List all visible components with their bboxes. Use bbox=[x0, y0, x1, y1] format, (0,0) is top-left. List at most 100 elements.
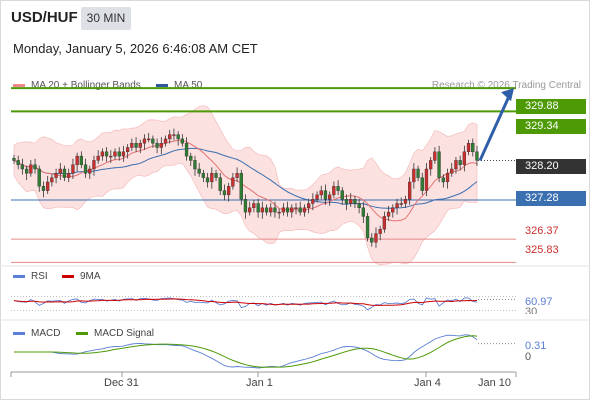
candle bbox=[290, 207, 294, 213]
macd-legend: MACD bbox=[13, 328, 60, 339]
candle bbox=[75, 155, 79, 165]
candle bbox=[315, 194, 319, 200]
candle bbox=[62, 168, 67, 178]
candle bbox=[218, 177, 222, 191]
candle bbox=[54, 173, 58, 178]
candle bbox=[273, 207, 277, 213]
candle bbox=[189, 155, 193, 161]
candle bbox=[403, 198, 408, 204]
candle bbox=[365, 216, 370, 239]
candle bbox=[20, 164, 24, 170]
x-tick-dec31: Dec 31 bbox=[104, 377, 139, 389]
candle bbox=[197, 168, 201, 174]
candle bbox=[231, 177, 235, 187]
candle bbox=[450, 168, 454, 174]
rsi-ma-line bbox=[13, 298, 478, 306]
candle bbox=[416, 168, 420, 178]
candle bbox=[374, 233, 378, 243]
candle bbox=[239, 173, 243, 200]
candle bbox=[214, 173, 218, 178]
candle bbox=[370, 237, 374, 243]
macd-signal-line bbox=[14, 335, 478, 368]
candle bbox=[475, 151, 479, 161]
candle bbox=[184, 142, 189, 157]
candle bbox=[412, 168, 416, 183]
candle bbox=[222, 190, 227, 196]
candle bbox=[243, 198, 248, 213]
candle bbox=[382, 216, 386, 230]
candle bbox=[163, 138, 168, 144]
legend-ma50: MA 50 bbox=[156, 80, 202, 91]
rsi-cut-label: 30 bbox=[525, 306, 538, 314]
candle bbox=[395, 203, 399, 209]
forecast-arrowhead bbox=[501, 88, 514, 102]
credit-text: Research © 2026 Trading Central bbox=[431, 80, 581, 91]
candle bbox=[159, 142, 163, 148]
candle bbox=[277, 211, 281, 214]
candle bbox=[100, 151, 105, 157]
candle bbox=[205, 177, 210, 183]
candle bbox=[146, 138, 151, 141]
candle bbox=[260, 207, 264, 213]
candle bbox=[16, 160, 20, 165]
candle bbox=[264, 207, 269, 213]
candle bbox=[378, 229, 382, 234]
candle bbox=[92, 160, 96, 170]
candle bbox=[256, 203, 260, 213]
candle bbox=[41, 186, 46, 191]
candle bbox=[353, 198, 357, 204]
datetime-label: Monday, January 5, 2026 6:46:08 AM CET bbox=[13, 41, 258, 56]
candle bbox=[307, 203, 311, 209]
candle bbox=[168, 134, 172, 140]
candle bbox=[252, 203, 256, 209]
rsi-value: 60.97 bbox=[525, 296, 553, 308]
macd-swatch bbox=[13, 331, 25, 335]
x-tick-jan1: Jan 1 bbox=[246, 377, 273, 389]
candle bbox=[142, 138, 147, 144]
timeframe-badge[interactable]: 30 MIN bbox=[81, 7, 131, 30]
candle bbox=[125, 147, 130, 153]
candle bbox=[332, 186, 336, 196]
candle bbox=[336, 186, 340, 191]
rsi-label: RSI bbox=[31, 271, 48, 282]
macd-signal-label: MACD Signal bbox=[94, 328, 155, 339]
candle bbox=[361, 207, 365, 217]
level-label-327-28: 327.28 bbox=[516, 191, 586, 206]
x-tick-jan4: Jan 4 bbox=[414, 377, 441, 389]
candle bbox=[151, 138, 155, 144]
candle bbox=[25, 168, 29, 174]
candle bbox=[79, 155, 84, 165]
candle bbox=[46, 181, 50, 191]
level-label-329-34: 329.34 bbox=[516, 119, 586, 134]
candle bbox=[109, 155, 113, 158]
level-label-325-83: 325.83 bbox=[525, 244, 559, 256]
candle bbox=[349, 198, 353, 204]
candle bbox=[88, 168, 92, 174]
legend-ma20: MA 20 + Bollinger Bands bbox=[13, 80, 141, 91]
candle bbox=[298, 207, 302, 213]
candle bbox=[357, 203, 361, 209]
candle bbox=[281, 207, 285, 213]
rsi-line bbox=[13, 297, 478, 311]
candle bbox=[408, 181, 412, 200]
symbol-title: USD/HUF bbox=[11, 9, 78, 26]
candle bbox=[424, 168, 429, 191]
candle bbox=[58, 168, 62, 174]
candle bbox=[83, 164, 88, 174]
candle bbox=[437, 151, 441, 178]
ma20-swatch bbox=[13, 83, 25, 87]
macd-signal-legend: MACD Signal bbox=[76, 328, 154, 339]
candle bbox=[471, 142, 475, 152]
macd-signal-swatch bbox=[76, 331, 88, 335]
candle bbox=[134, 142, 138, 148]
ma20-label: MA 20 + Bollinger Bands bbox=[31, 80, 141, 91]
candle bbox=[247, 207, 252, 213]
candle bbox=[462, 151, 466, 165]
candle bbox=[155, 142, 159, 148]
candle bbox=[193, 160, 197, 170]
candle bbox=[323, 190, 328, 200]
candle bbox=[113, 151, 117, 157]
macd-line bbox=[14, 334, 478, 369]
candle bbox=[466, 142, 471, 152]
candle bbox=[399, 203, 403, 205]
